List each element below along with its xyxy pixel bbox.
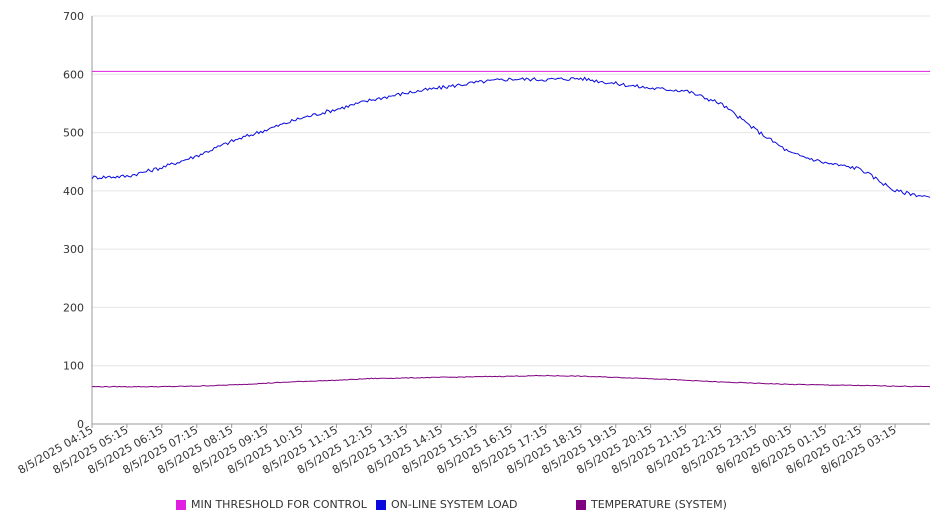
legend-swatch bbox=[576, 499, 586, 510]
y-tick-label: 600 bbox=[63, 68, 84, 81]
grid-lines bbox=[92, 15, 930, 367]
series-line-on-line-system-load bbox=[91, 76, 931, 198]
legend-label: TEMPERATURE (SYSTEM) bbox=[591, 498, 727, 511]
legend-item[interactable]: ON-LINE SYSTEM LOAD bbox=[376, 498, 517, 511]
legend: MIN THRESHOLD FOR CONTROL ON-LINE SYSTEM … bbox=[0, 498, 946, 516]
legend-swatch bbox=[376, 499, 386, 510]
x-axis: 8/5/2025 04:158/5/2025 05:158/5/2025 06:… bbox=[16, 423, 930, 477]
y-tick-label: 0 bbox=[77, 418, 84, 431]
y-tick-label: 200 bbox=[63, 301, 84, 314]
y-tick-label: 300 bbox=[63, 243, 84, 256]
y-tick-label: 700 bbox=[63, 10, 84, 23]
plot-area bbox=[91, 70, 931, 388]
y-axis: 0 100 200 300 400 500 600 700 bbox=[63, 10, 93, 431]
y-tick-label: 400 bbox=[63, 185, 84, 198]
legend-item[interactable]: MIN THRESHOLD FOR CONTROL bbox=[176, 498, 367, 511]
legend-label: MIN THRESHOLD FOR CONTROL bbox=[191, 498, 367, 511]
series-line-temperature-system bbox=[91, 374, 931, 388]
legend-swatch bbox=[176, 499, 186, 510]
y-tick-label: 500 bbox=[63, 127, 84, 140]
y-tick-label: 100 bbox=[63, 360, 84, 373]
legend-label: ON-LINE SYSTEM LOAD bbox=[391, 498, 518, 511]
legend-item[interactable]: TEMPERATURE (SYSTEM) bbox=[576, 498, 727, 511]
